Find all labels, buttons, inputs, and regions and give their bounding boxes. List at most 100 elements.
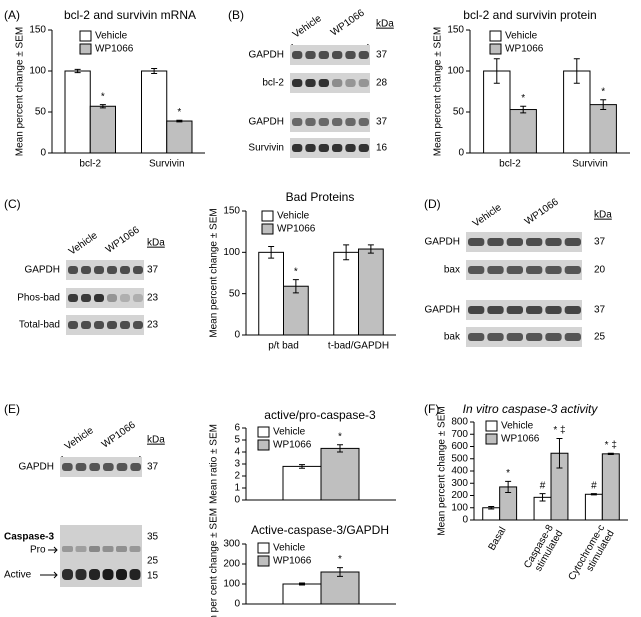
kda-label: 25 xyxy=(594,332,606,343)
bar xyxy=(509,109,537,154)
blot-band xyxy=(75,463,87,471)
legend-label: Vehicle xyxy=(273,427,306,438)
band-label: Active xyxy=(4,570,32,581)
significance-marker: * xyxy=(338,554,342,565)
x-tick-label: bcl-2 xyxy=(499,159,521,170)
y-tick-label: 100 xyxy=(451,502,468,513)
blot-strip xyxy=(466,300,582,320)
kda-label: 16 xyxy=(376,143,388,154)
panel-label: (D) xyxy=(424,197,441,211)
y-tick-label: 0 xyxy=(234,495,240,506)
y-axis-label: Mean per cent change ± SEM xyxy=(209,508,220,617)
legend-label: Vehicle xyxy=(273,543,306,554)
lane-label: Vehicle xyxy=(291,13,324,41)
unit-label: kDa xyxy=(147,238,165,249)
blot-strip xyxy=(466,327,582,347)
kda-label: 28 xyxy=(376,78,388,89)
blot-band xyxy=(62,569,73,580)
blot-band xyxy=(75,569,87,580)
legend-swatch xyxy=(485,420,498,432)
blot-band xyxy=(292,51,303,59)
legend-swatch xyxy=(485,433,498,445)
legend-swatch xyxy=(79,43,92,55)
error-bar xyxy=(600,99,607,111)
blot-band xyxy=(81,294,91,302)
legend-swatch xyxy=(489,30,502,42)
bar xyxy=(64,70,91,154)
legend-label: Vehicle xyxy=(501,421,534,432)
blot-band xyxy=(345,144,356,152)
blot-band xyxy=(68,294,78,302)
blot-band xyxy=(564,238,581,246)
blot-strip xyxy=(466,260,582,280)
y-tick-label: 50 xyxy=(35,107,47,118)
blot-band xyxy=(332,144,343,152)
blot-row-label: GAPDH xyxy=(248,50,284,61)
blot-band xyxy=(487,306,504,314)
axes xyxy=(245,211,396,336)
y-tick-label: 4 xyxy=(234,447,240,458)
y-axis-label: Mean percent change ± SEM xyxy=(437,406,448,535)
blot-strip xyxy=(290,45,370,65)
blot-band xyxy=(468,266,485,274)
y-axis-label: Mean percent change ± SEM xyxy=(209,208,220,337)
legend-label: WP1066 xyxy=(273,556,312,567)
blot-band xyxy=(102,546,114,552)
blot-band xyxy=(292,79,303,87)
blot-strip xyxy=(66,315,144,335)
blot-band xyxy=(133,294,143,302)
kda-label: 23 xyxy=(147,320,159,331)
blot-band xyxy=(107,266,117,274)
legend-swatch xyxy=(257,555,270,567)
error-bar xyxy=(493,58,500,84)
y-tick-label: 150 xyxy=(223,206,240,217)
legend-label: WP1066 xyxy=(501,434,540,445)
blot-row-label: Survivin xyxy=(248,143,284,154)
blot-band xyxy=(526,333,543,341)
bar xyxy=(320,447,360,501)
caspase-label: Caspase-3 xyxy=(4,532,54,543)
blot-band xyxy=(564,266,581,274)
error-bar xyxy=(99,104,106,109)
chart-title: active/pro-caspase-3 xyxy=(264,408,376,422)
y-axis-label: Mean percent change ± SEM xyxy=(15,27,26,156)
blot-band xyxy=(89,463,100,471)
blot-band xyxy=(487,238,504,246)
panel-label: (E) xyxy=(4,402,20,416)
y-tick-label: 100 xyxy=(223,579,240,590)
blot-band xyxy=(487,266,504,274)
blot-band xyxy=(120,266,130,274)
legend-swatch xyxy=(79,30,92,42)
arrow xyxy=(40,546,58,579)
blot-row-label: GAPDH xyxy=(248,117,284,128)
blot-strip xyxy=(60,525,142,587)
y-tick-label: 3 xyxy=(234,459,240,470)
blot-band xyxy=(305,144,316,152)
x-tick-label: Caspase-8stimulated xyxy=(522,522,565,575)
bar xyxy=(601,453,620,521)
chart-title: Active-caspase-3/GAPDH xyxy=(251,523,389,537)
blot-band xyxy=(305,118,316,126)
kda-marker: 25 xyxy=(147,556,159,567)
y-tick-label: 150 xyxy=(29,25,46,36)
chart-title: Bad Proteins xyxy=(286,190,355,204)
y-tick-label: 100 xyxy=(223,247,240,258)
error-bar xyxy=(488,506,495,510)
blot-band xyxy=(345,79,356,87)
panel-label: (A) xyxy=(4,8,20,22)
blot-band xyxy=(468,306,485,314)
blot-band xyxy=(120,294,130,302)
legend-label: Vehicle xyxy=(277,211,310,222)
blot-band xyxy=(120,321,130,329)
blot-row-label: GAPDH xyxy=(24,265,60,276)
blot-strip xyxy=(66,288,144,308)
blot-band xyxy=(332,79,343,87)
x-tick-label: Survivin xyxy=(149,159,185,170)
lane-label: Vehicle xyxy=(63,425,96,453)
y-tick-label: 600 xyxy=(451,441,468,452)
axes xyxy=(469,30,630,154)
y-tick-label: 6 xyxy=(234,423,240,434)
error-bar xyxy=(505,480,512,493)
blot-band xyxy=(116,569,127,580)
y-tick-label: 300 xyxy=(451,478,468,489)
